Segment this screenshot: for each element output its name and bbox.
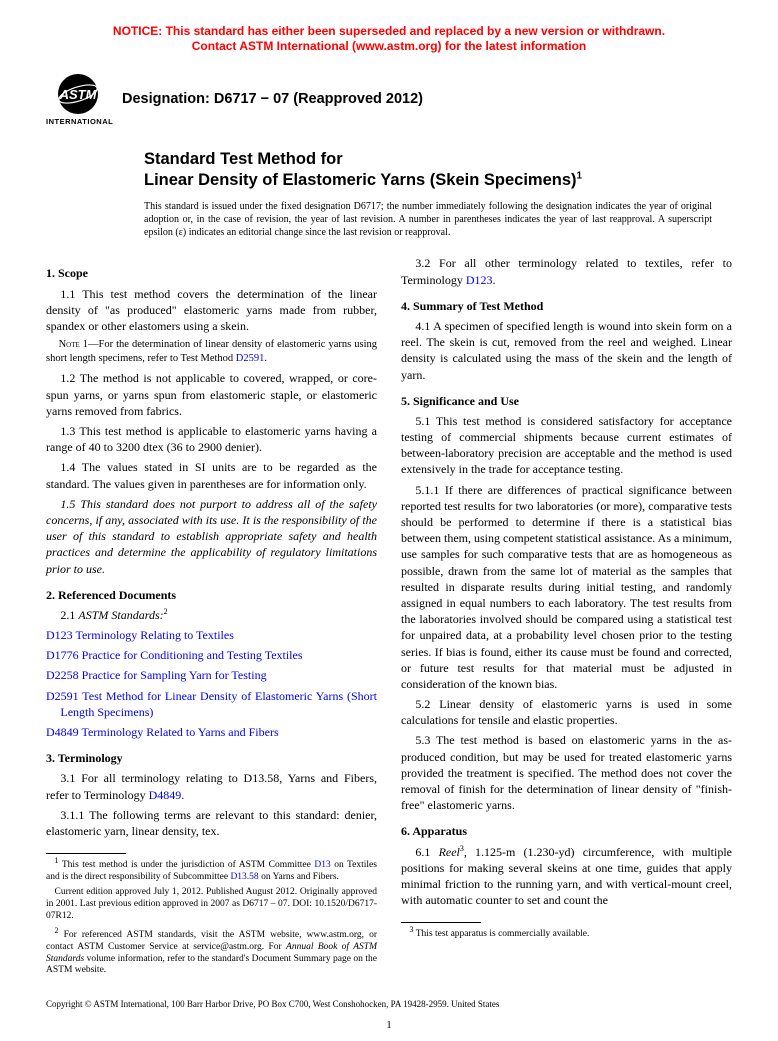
footnotes-right: 3 This test apparatus is commercially av… xyxy=(401,922,732,941)
logo-caption: INTERNATIONAL xyxy=(46,117,110,127)
term-3-1: 3.1 For all terminology relating to D13.… xyxy=(46,770,377,802)
title-line1: Standard Test Method for xyxy=(144,149,732,170)
page-number: 1 xyxy=(46,1018,732,1033)
link-d13-58[interactable]: D13.58 xyxy=(230,872,258,882)
footnote-rule-right xyxy=(401,922,481,923)
ref-item-4: D4849 Terminology Related to Yarns and F… xyxy=(46,724,377,740)
link-d4849[interactable]: D4849 xyxy=(46,725,79,739)
notice-line1: NOTICE: This standard has either been su… xyxy=(113,24,665,38)
footnote-2: 2 For referenced ASTM standards, visit t… xyxy=(46,926,377,978)
term-3-1-1: 3.1.1 The following terms are relevant t… xyxy=(46,807,377,839)
issuance-note: This standard is issued under the fixed … xyxy=(144,200,712,239)
sig-5-1: 5.1 This test method is considered satis… xyxy=(401,413,732,478)
ref-item-0: D123 Terminology Relating to Textiles xyxy=(46,627,377,643)
scope-1-1: 1.1 This test method covers the determin… xyxy=(46,286,377,335)
header-row: ASTM INTERNATIONAL Designation: D6717 − … xyxy=(46,72,732,127)
link-d2258[interactable]: D2258 xyxy=(46,668,79,682)
scope-1-3: 1.3 This test method is applicable to el… xyxy=(46,423,377,455)
footnotes-left: 1 This test method is under the jurisdic… xyxy=(46,853,377,977)
summary-head: 4. Summary of Test Method xyxy=(401,298,732,314)
designation: Designation: D6717 − 07 (Reapproved 2012… xyxy=(122,90,423,110)
link-d123[interactable]: D123 xyxy=(46,628,73,642)
ref-item-2: D2258 Practice for Sampling Yarn for Tes… xyxy=(46,667,377,683)
app-head: 6. Apparatus xyxy=(401,823,732,839)
link-d2591b[interactable]: D2591 xyxy=(46,689,79,703)
astm-logo-svg: ASTM xyxy=(49,72,107,116)
scope-1-4: 1.4 The values stated in SI units are to… xyxy=(46,459,377,491)
ref-head: 2. Referenced Documents xyxy=(46,587,377,603)
sig-5-2: 5.2 Linear density of elastomeric yarns … xyxy=(401,696,732,728)
sig-5-1-1: 5.1.1 If there are differences of practi… xyxy=(401,482,732,692)
notice-line2: Contact ASTM International (www.astm.org… xyxy=(192,39,586,53)
term-3-2: 3.2 For all other terminology related to… xyxy=(401,255,732,287)
sig-5-3: 5.3 The test method is based on elastome… xyxy=(401,732,732,813)
link-d13[interactable]: D13 xyxy=(314,860,330,870)
link-d2591[interactable]: D2591 xyxy=(236,353,265,364)
copyright-line: Copyright © ASTM International, 100 Barr… xyxy=(46,998,732,1010)
footnote-3: 3 This test apparatus is commercially av… xyxy=(401,925,732,941)
footnote-rule-left xyxy=(46,853,126,854)
ref-item-3: D2591 Test Method for Linear Density of … xyxy=(46,688,377,720)
designation-label: Designation: xyxy=(122,91,210,107)
scope-1-5: 1.5 This standard does not purport to ad… xyxy=(46,496,377,577)
link-d123b[interactable]: D123 xyxy=(466,273,493,287)
notice-banner: NOTICE: This standard has either been su… xyxy=(46,24,732,54)
scope-head: 1. Scope xyxy=(46,265,377,281)
svg-text:ASTM: ASTM xyxy=(59,87,98,102)
link-d4849b[interactable]: D4849 xyxy=(149,788,182,802)
footnote-1b: Current edition approved July 1, 2012. P… xyxy=(46,887,377,923)
body-columns: 1. Scope 1.1 This test method covers the… xyxy=(46,255,732,980)
ref-2-1: 2.1 ASTM Standards:2 xyxy=(46,607,377,623)
scope-1-2: 1.2 The method is not applicable to cove… xyxy=(46,370,377,419)
ref-item-1: D1776 Practice for Conditioning and Test… xyxy=(46,647,377,663)
astm-logo: ASTM INTERNATIONAL xyxy=(46,72,110,127)
footnote-1: 1 This test method is under the jurisdic… xyxy=(46,856,377,884)
link-d1776[interactable]: D1776 xyxy=(46,648,79,662)
page-footer: Copyright © ASTM International, 100 Barr… xyxy=(46,998,732,1033)
title-sup: 1 xyxy=(577,170,583,181)
title-line2: Linear Density of Elastomeric Yarns (Ske… xyxy=(144,170,732,191)
designation-code: D6717 − 07 (Reapproved 2012) xyxy=(214,91,423,107)
term-head: 3. Terminology xyxy=(46,750,377,766)
summary-4-1: 4.1 A specimen of specified length is wo… xyxy=(401,318,732,383)
app-6-1: 6.1 Reel3, 1.125-m (1.230-yd) circumfere… xyxy=(401,844,732,909)
scope-note1: Note 1—For the determination of linear d… xyxy=(46,338,377,366)
sig-head: 5. Significance and Use xyxy=(401,393,732,409)
title-block: Standard Test Method for Linear Density … xyxy=(144,149,732,190)
